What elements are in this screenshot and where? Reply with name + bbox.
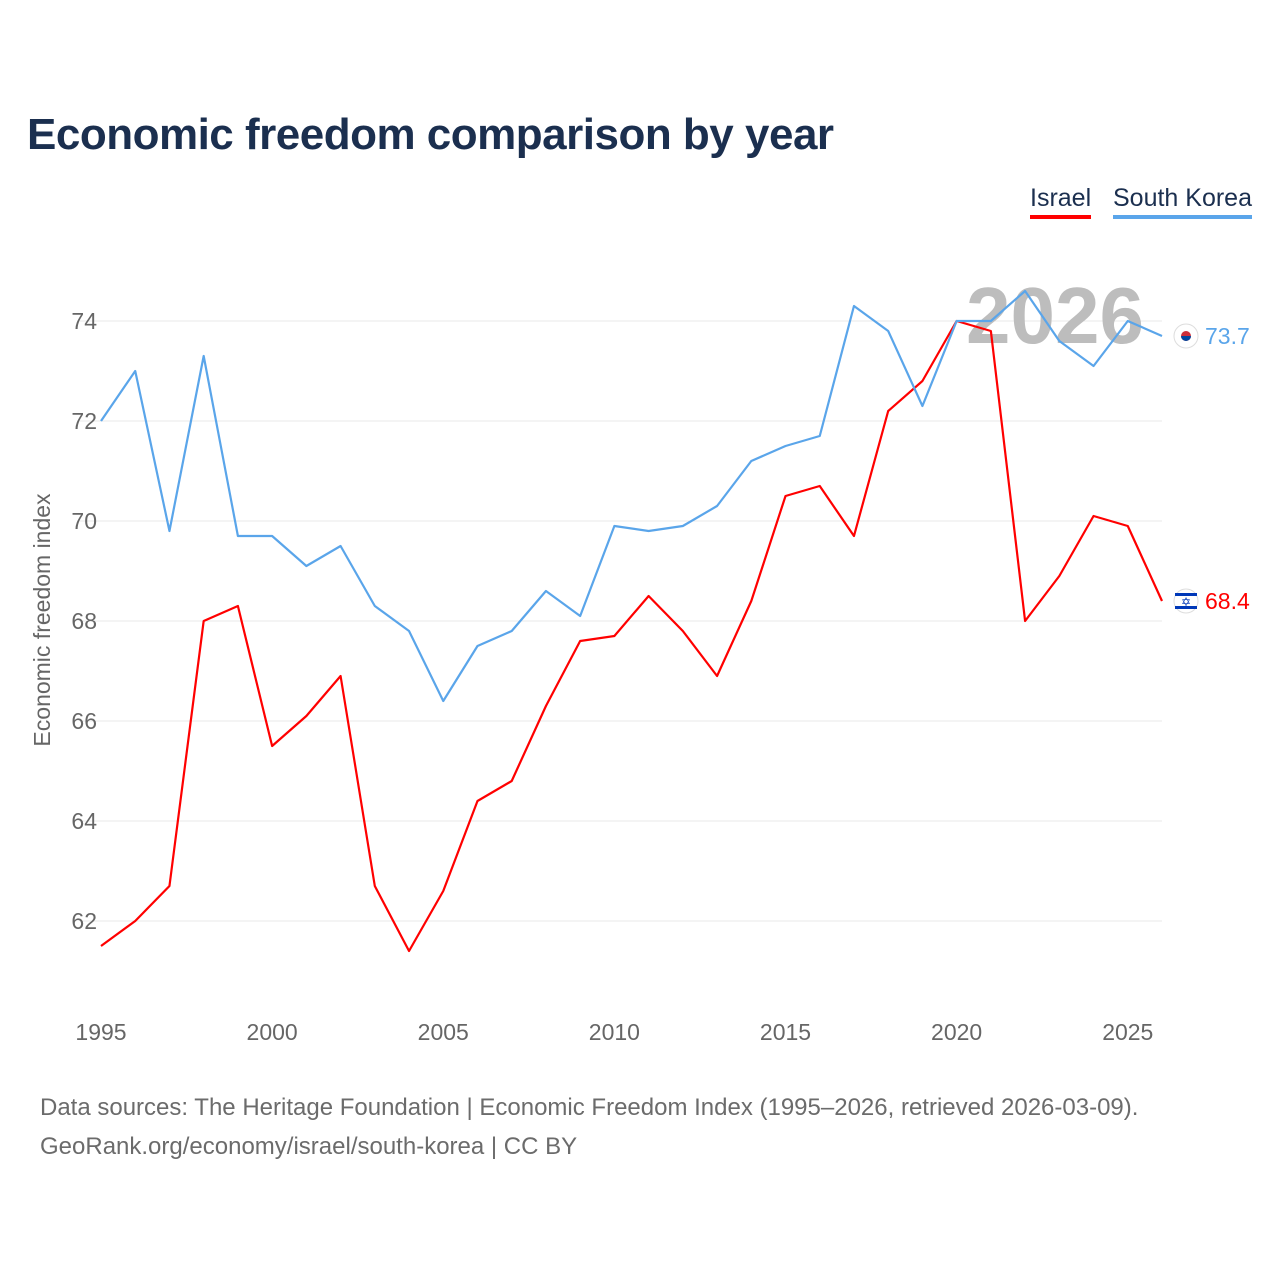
flag-taegeuk-blue [1181, 336, 1191, 341]
x-tick-label: 2005 [418, 1019, 469, 1045]
legend-israel[interactable]: Israel [1030, 184, 1092, 219]
end-value-label: 73.7 [1205, 323, 1250, 349]
y-axis-label: Economic freedom index [29, 493, 55, 747]
footer: Data sources: The Heritage Foundation | … [40, 1088, 1138, 1166]
x-tick-label: 2015 [760, 1019, 811, 1045]
y-tick-label: 64 [71, 808, 97, 834]
data-source: Data sources: The Heritage Foundation | … [40, 1094, 1139, 1121]
x-tick-label: 2010 [589, 1019, 640, 1045]
series-line-south-korea [100, 289, 1163, 703]
star-of-david: ✡ [1181, 595, 1191, 609]
series-line-israel [100, 319, 1164, 953]
y-tick-label: 74 [71, 308, 97, 334]
y-tick-label: 70 [71, 508, 97, 534]
y-tick-label: 72 [71, 408, 97, 434]
x-tick-label: 2000 [247, 1019, 298, 1045]
end-value-label: 68.4 [1205, 588, 1250, 614]
page-title: Economic freedom comparison by year [27, 110, 834, 159]
x-tick-label: 1995 [75, 1019, 126, 1045]
x-tick-label: 2020 [931, 1019, 982, 1045]
legend-south-korea[interactable]: South Korea [1113, 184, 1252, 219]
y-tick-label: 62 [71, 908, 97, 934]
flag-stripe [1175, 606, 1197, 609]
source-link[interactable]: GeoRank.org/economy/israel/south-korea |… [40, 1133, 578, 1160]
flag-stripe [1175, 593, 1197, 596]
y-tick-label: 66 [71, 708, 97, 734]
y-tick-label: 68 [71, 608, 97, 634]
x-tick-label: 2025 [1102, 1019, 1153, 1045]
